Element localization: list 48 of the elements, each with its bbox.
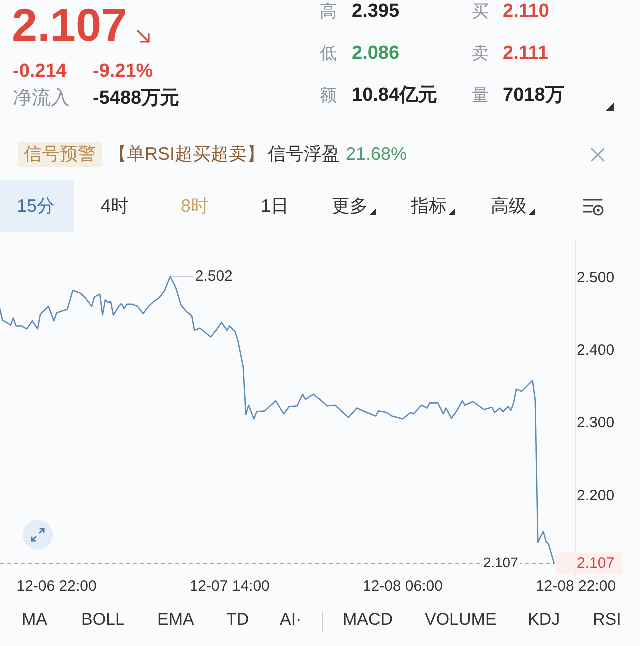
text: 高: [320, 2, 337, 20]
text: 2.110: [503, 0, 550, 22]
text: 7018万: [503, 84, 564, 106]
text: 量: [472, 86, 489, 104]
text: MACD: [343, 610, 394, 628]
text: 2.107: [12, 0, 128, 51]
text: EMA: [158, 610, 194, 628]
text: 低: [320, 44, 337, 62]
text: 21.68%: [346, 144, 408, 164]
text: 2.111: [503, 42, 548, 64]
text: 信号浮盈: [268, 144, 340, 164]
text: AI·: [280, 610, 302, 628]
annotation: 2.107: [577, 554, 615, 572]
text: 高级: [491, 196, 527, 216]
ref-line-label: 2.107: [483, 554, 519, 571]
text: 4时: [101, 196, 130, 216]
text: MA: [22, 610, 48, 628]
text: 额: [320, 86, 337, 104]
x-tick-label: 12-07 14:00: [190, 578, 270, 596]
y-tick-label: 2.300: [577, 414, 615, 432]
text: TD: [226, 610, 250, 628]
text: BOLL: [82, 610, 125, 628]
text: 8时: [181, 196, 210, 216]
text: KDJ: [528, 610, 560, 628]
text: 更多: [332, 196, 368, 216]
text: 指标: [411, 196, 447, 216]
text: RSI: [593, 610, 622, 628]
x-tick-label: 12-08 06:00: [362, 578, 443, 596]
text: VOLUME: [425, 610, 497, 628]
text: 买: [472, 2, 489, 20]
text: 15分: [17, 196, 56, 216]
text: 【单RSI超买超卖】: [109, 144, 266, 164]
annotation: 2.502: [195, 268, 233, 285]
text: 10.84亿元: [352, 84, 438, 106]
x-tick-label: 12-06 22:00: [16, 578, 97, 596]
text: -9.21%: [93, 60, 154, 82]
text: 2.086: [352, 42, 400, 64]
y-tick-label: 2.200: [577, 487, 615, 504]
text: 净流入: [13, 88, 70, 108]
text: 卖: [472, 44, 489, 62]
y-tick-label: 2.500: [577, 269, 615, 286]
text: -0.214: [13, 60, 67, 82]
text: 2.395: [352, 0, 400, 22]
y-tick-label: 2.400: [577, 342, 615, 360]
text: 1日: [261, 196, 290, 216]
text: 信号预警: [24, 144, 96, 164]
x-tick-label: 12-08 22:00: [536, 578, 616, 596]
text: -5488万元: [93, 88, 180, 108]
